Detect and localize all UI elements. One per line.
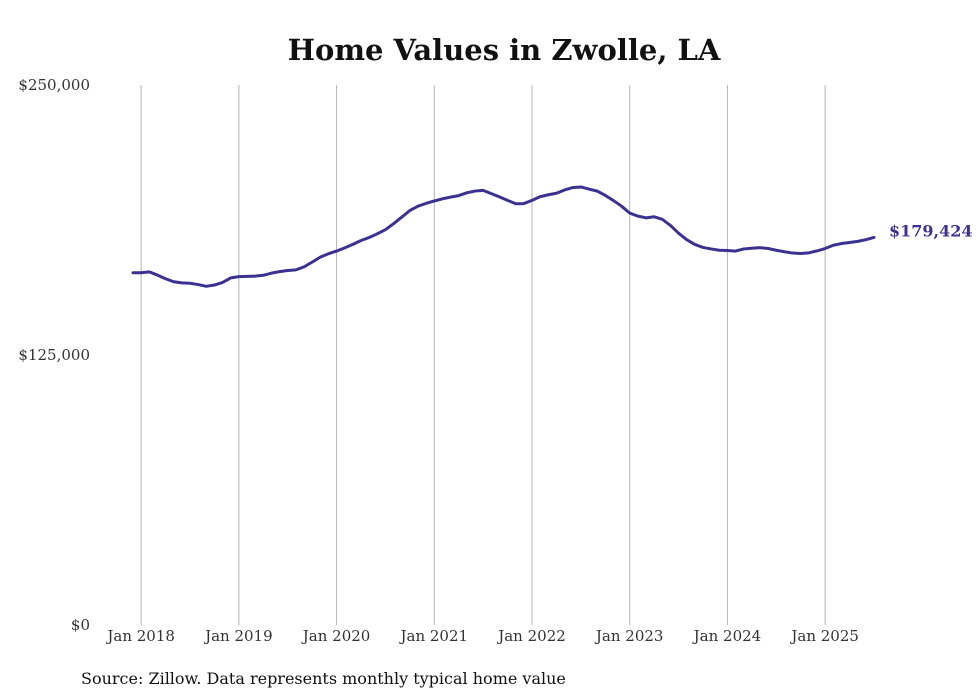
y-axis: $0 $125,000 $250,000 <box>18 76 90 634</box>
x-axis: Jan 2018 Jan 2019 Jan 2020 Jan 2021 Jan 2022… <box>105 627 859 645</box>
plot-area: $179,424 <box>131 185 973 288</box>
x-tick-label: Jan 2018 <box>105 627 175 645</box>
x-tick-label: Jan 2022 <box>496 627 566 645</box>
end-value-label: $179,424 <box>889 221 973 240</box>
gridlines <box>140 85 826 625</box>
series-line <box>131 185 876 288</box>
x-tick-label: Jan 2020 <box>301 627 371 645</box>
x-tick-label: Jan 2019 <box>203 627 273 645</box>
y-tick-label: $125,000 <box>18 346 90 364</box>
source-note: Source: Zillow. Data represents monthly … <box>81 669 566 688</box>
chart-title: Home Values in Zwolle, LA <box>288 33 721 67</box>
x-tick-label: Jan 2021 <box>399 627 469 645</box>
x-tick-label: Jan 2025 <box>789 627 859 645</box>
x-tick-label: Jan 2023 <box>594 627 664 645</box>
x-tick-label: Jan 2024 <box>692 627 762 645</box>
y-tick-label: $0 <box>71 616 90 634</box>
y-tick-label: $250,000 <box>18 76 90 94</box>
